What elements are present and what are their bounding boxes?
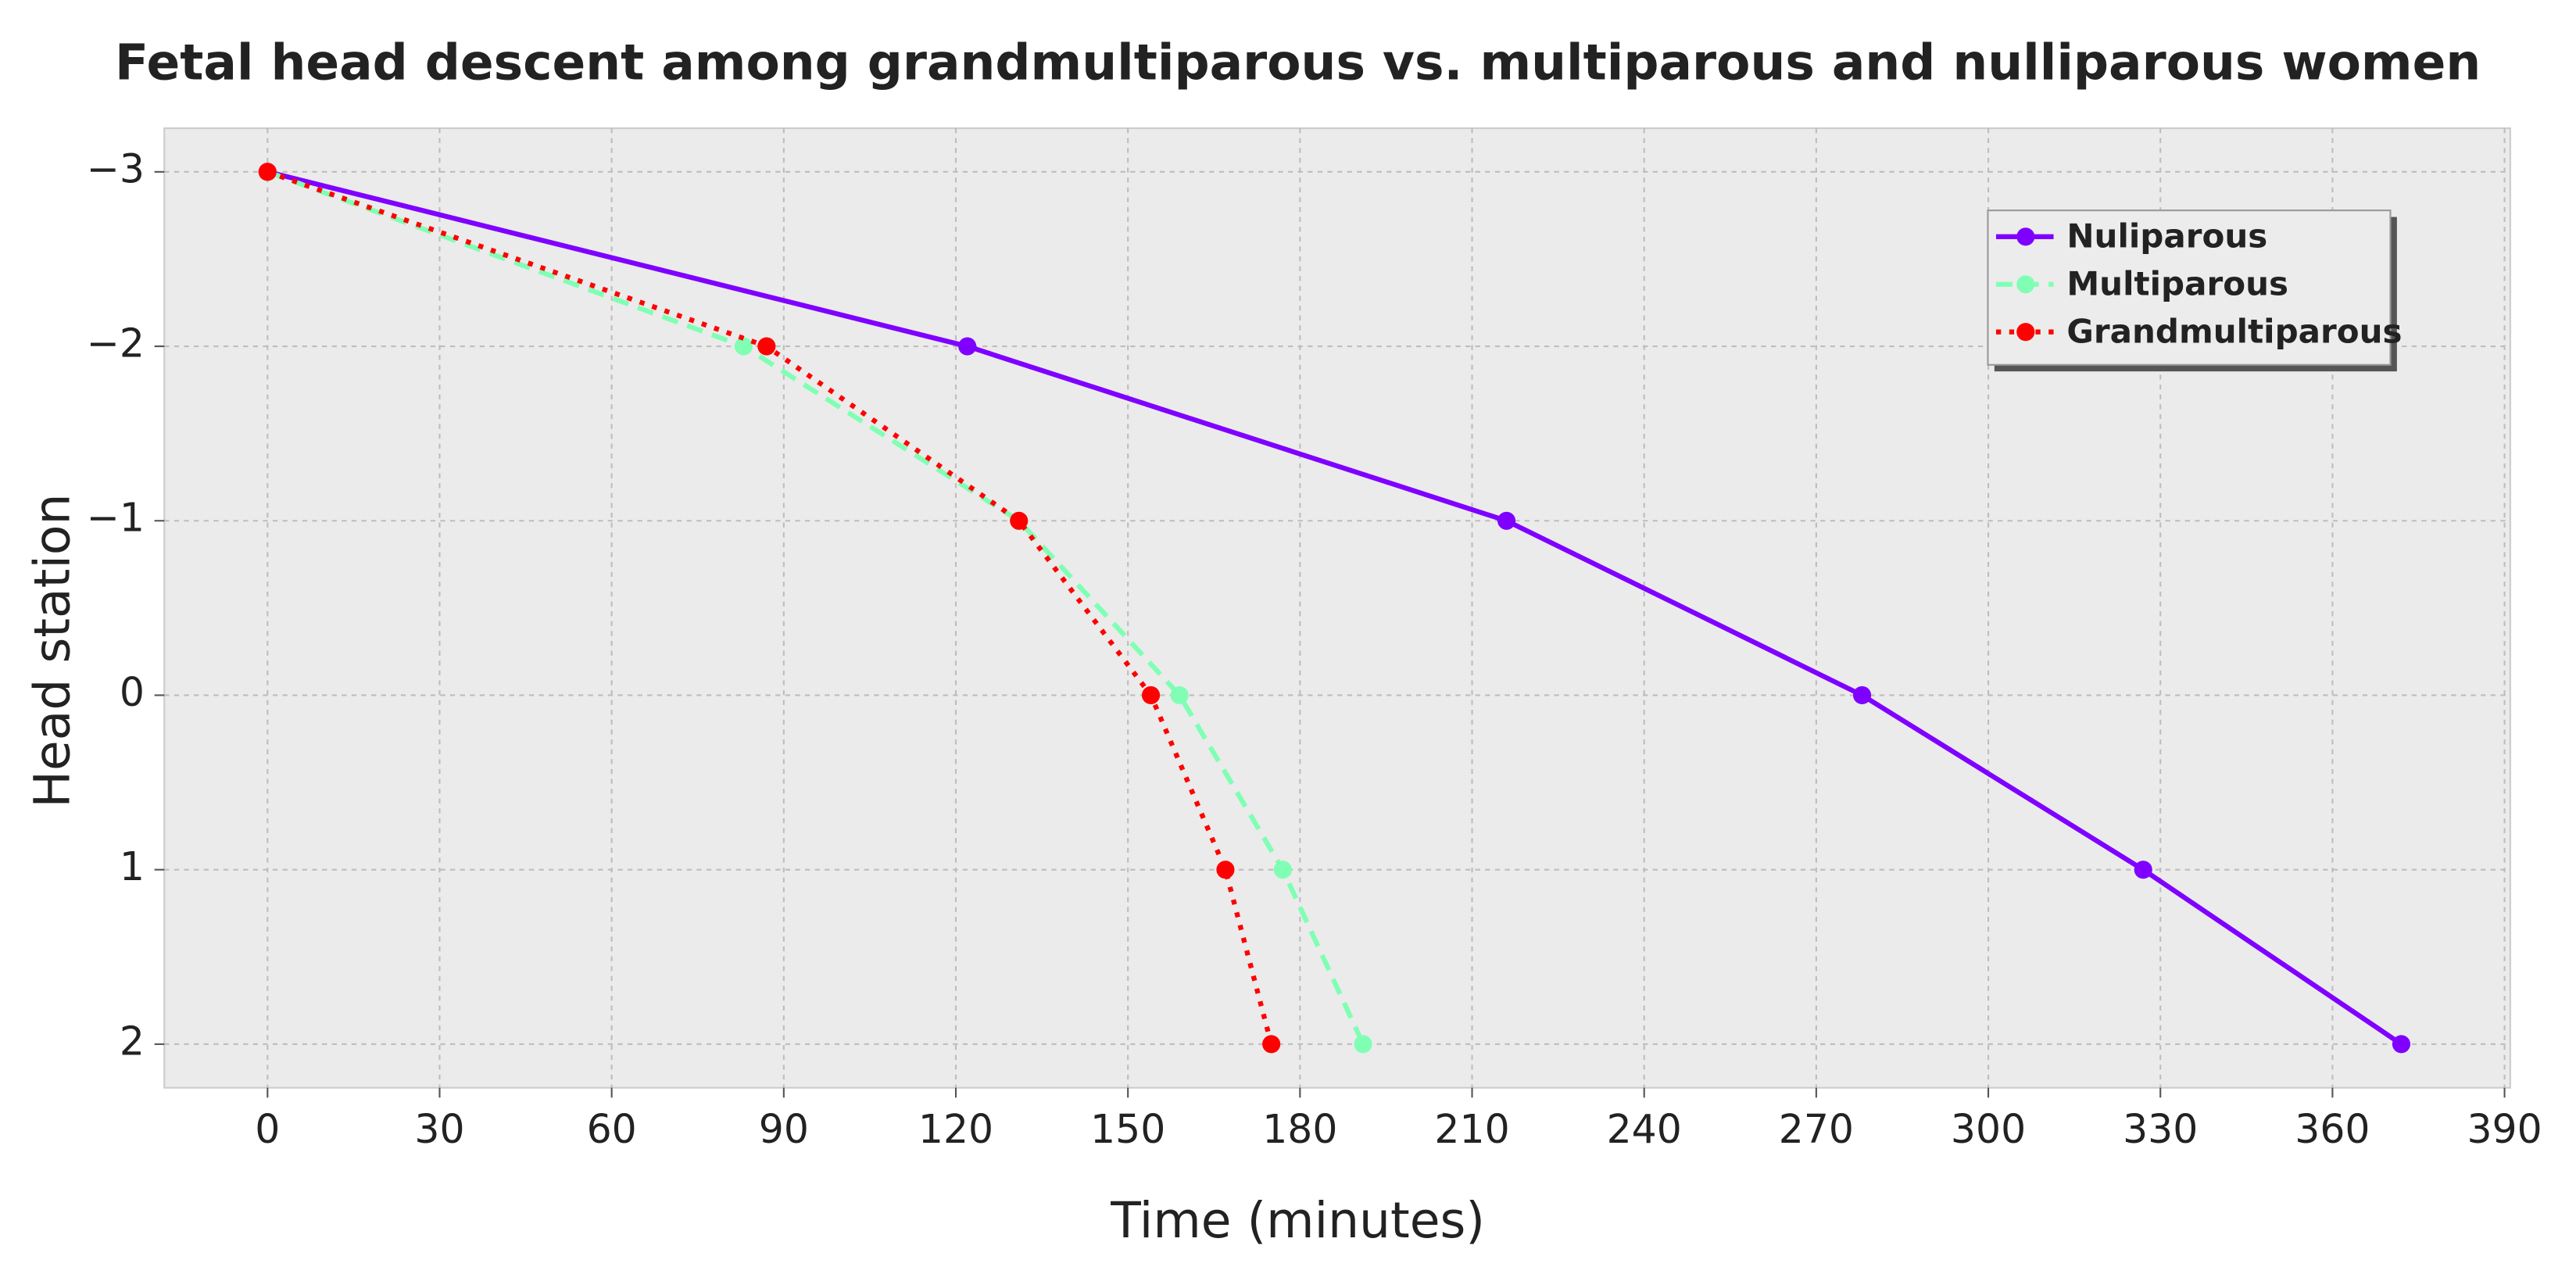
data-point <box>2134 861 2152 879</box>
x-tick-label: 300 <box>1951 1106 2026 1152</box>
x-tick-label: 0 <box>255 1106 280 1152</box>
x-tick-label: 360 <box>2295 1106 2370 1152</box>
data-point <box>2392 1035 2411 1054</box>
legend-marker <box>2016 227 2035 246</box>
data-point <box>1853 685 1872 705</box>
y-tick-label: −2 <box>87 320 145 367</box>
x-tick-label: 60 <box>587 1106 637 1152</box>
legend-label: Nuliparous <box>2066 217 2267 255</box>
y-axis-label: Head station <box>23 494 81 808</box>
x-tick-label: 210 <box>1434 1106 1509 1152</box>
legend-marker <box>2016 275 2035 294</box>
y-tick-label: −1 <box>87 495 145 541</box>
data-point <box>1141 685 1161 705</box>
data-point <box>1262 1035 1281 1054</box>
data-point <box>1216 861 1235 879</box>
x-tick-label: 390 <box>2467 1106 2542 1152</box>
legend-marker <box>2016 323 2035 342</box>
x-tick-label: 330 <box>2123 1106 2198 1152</box>
series-line <box>267 169 1365 1046</box>
x-tick-label: 150 <box>1090 1106 1165 1152</box>
data-point <box>258 163 277 181</box>
data-point <box>734 337 753 356</box>
y-tick-label: 0 <box>120 669 145 715</box>
y-tick-label: −3 <box>87 145 145 191</box>
legend-box <box>1987 209 2392 366</box>
data-point <box>757 337 776 356</box>
data-point <box>958 337 977 356</box>
data-point <box>1497 511 1516 530</box>
x-axis-label: Time (minutes) <box>1110 1191 1485 1249</box>
x-tick-label: 240 <box>1607 1106 1682 1152</box>
y-tick-label: 2 <box>120 1018 145 1064</box>
data-point <box>1010 511 1029 530</box>
x-tick-label: 270 <box>1779 1106 1854 1152</box>
legend-label: Multiparous <box>2066 264 2288 302</box>
data-point <box>1273 861 1292 879</box>
x-tick-label: 120 <box>918 1106 993 1152</box>
x-tick-label: 180 <box>1262 1106 1337 1152</box>
legend-label: Grandmultiparous <box>2066 312 2402 350</box>
data-point <box>1170 685 1189 705</box>
y-tick-label: 1 <box>120 843 145 889</box>
x-tick-label: 30 <box>414 1106 464 1152</box>
data-point <box>1354 1035 1372 1054</box>
series-line <box>267 169 2403 1047</box>
chart-title: Fetal head descent among grandmultiparou… <box>115 33 2481 91</box>
x-tick-label: 90 <box>759 1106 809 1152</box>
